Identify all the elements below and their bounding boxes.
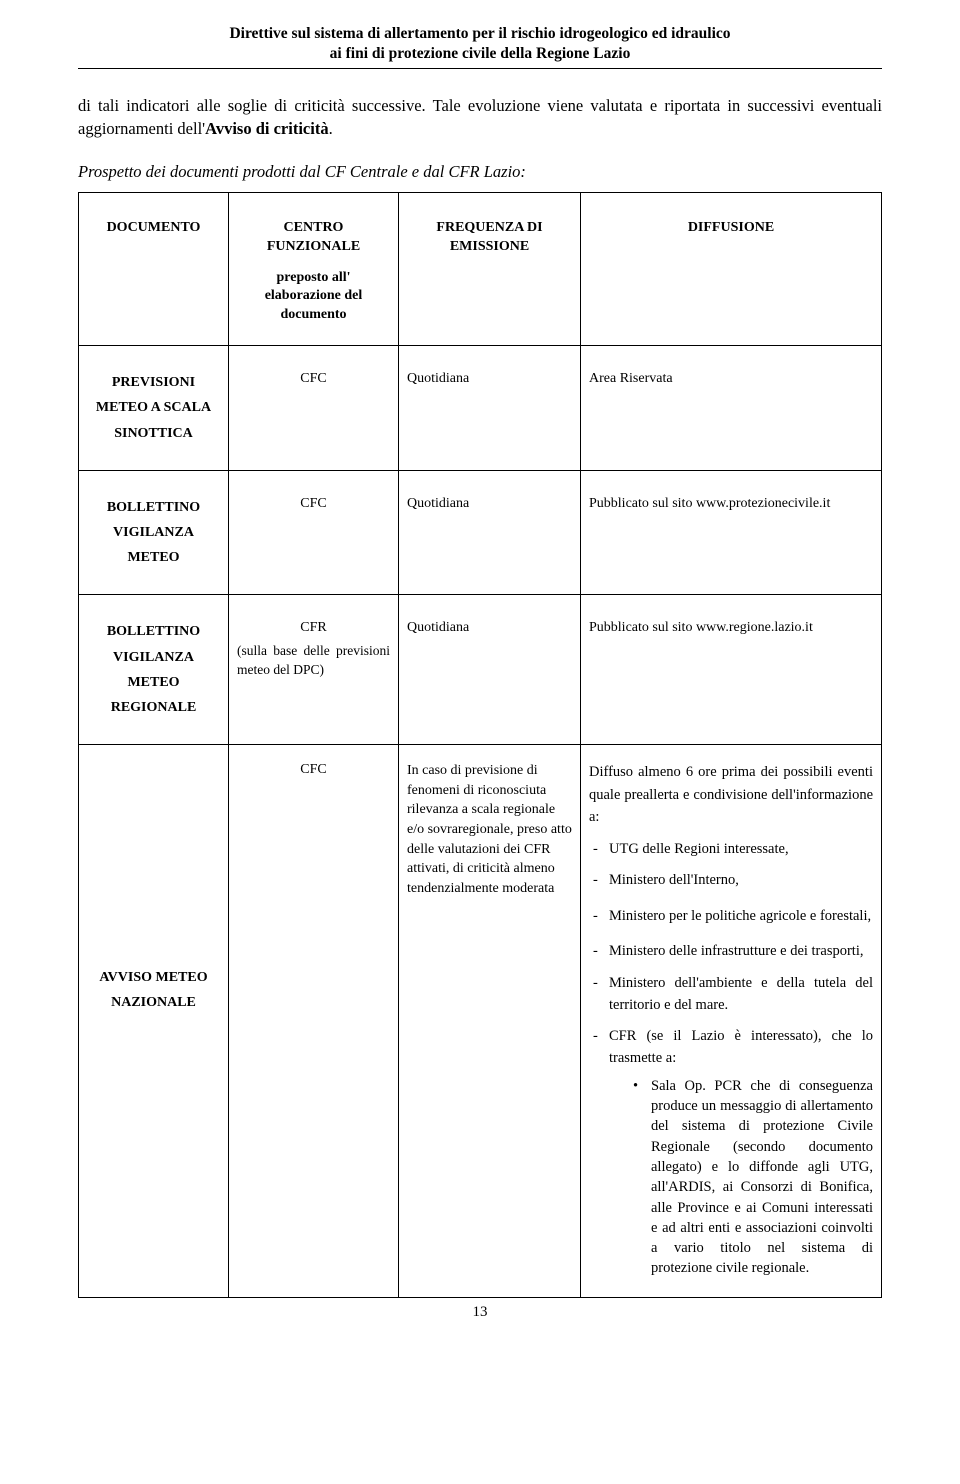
diff-cell: Area Riservata	[581, 346, 882, 471]
col-diffusione: DIFFUSIONE	[581, 192, 882, 345]
col-preposto: preposto all' elaborazione del documento	[229, 261, 399, 346]
list-item: UTG delle Regioni interessate,	[589, 839, 873, 861]
list-item: CFR (se il Lazio è interessato), che lo …	[589, 1026, 873, 1278]
header-divider	[78, 68, 882, 69]
freq-cell: Quotidiana	[399, 470, 581, 595]
freq-cell: In caso di previsione di fenomeni di ric…	[399, 745, 581, 1298]
freq-cell: Quotidiana	[399, 346, 581, 471]
list-item: Ministero dell'Interno,	[589, 870, 873, 892]
doc-previsioni: PREVISIONI METEO A SCALA SINOTTICA	[79, 346, 229, 471]
table-row: BOLLETTINO VIGILANZA METEO REGIONALE CFR…	[79, 595, 882, 745]
cf-cell: CFR (sulla base delle previsioni meteo d…	[229, 595, 399, 745]
table-subtitle: Prospetto dei documenti prodotti dal CF …	[78, 162, 882, 182]
bullet-item: Sala Op. PCR che di conseguenza produce …	[633, 1076, 873, 1279]
diff-intro: Diffuso almeno 6 ore prima dei possibili…	[589, 761, 873, 828]
table-header-row-1: DOCUMENTO CENTRO FUNZIONALE FREQUENZA DI…	[79, 192, 882, 260]
page: Direttive sul sistema di allertamento pe…	[0, 0, 960, 1341]
diff-cell: Diffuso almeno 6 ore prima dei possibili…	[581, 745, 882, 1298]
col-documento: DOCUMENTO	[79, 192, 229, 345]
doc-avviso-nazionale: AVVISO METEO NAZIONALE	[79, 745, 229, 1298]
intro-text-b: .	[329, 119, 333, 138]
table-row: PREVISIONI METEO A SCALA SINOTTICA CFC Q…	[79, 346, 882, 471]
col-centro-funzionale: CENTRO FUNZIONALE	[229, 192, 399, 260]
doc-bollettino-regionale: BOLLETTINO VIGILANZA METEO REGIONALE	[79, 595, 229, 745]
cf-cell: CFC	[229, 346, 399, 471]
cf-cell: CFC	[229, 470, 399, 595]
list-item: Ministero dell'ambiente e della tutela d…	[589, 973, 873, 1017]
documents-table: DOCUMENTO CENTRO FUNZIONALE FREQUENZA DI…	[78, 192, 882, 1298]
diff-dash-list: UTG delle Regioni interessate, Ministero…	[589, 839, 873, 1279]
diff-cell: Pubblicato sul sito www.regione.lazio.it	[581, 595, 882, 745]
header-line-1: Direttive sul sistema di allertamento pe…	[78, 24, 882, 44]
diff-cell: Pubblicato sul sito www.protezionecivile…	[581, 470, 882, 595]
cf-label: CFR	[300, 620, 326, 635]
freq-cell: Quotidiana	[399, 595, 581, 745]
list-item: Ministero per le politiche agricole e fo…	[589, 902, 873, 931]
diff-bullet-list: Sala Op. PCR che di conseguenza produce …	[633, 1076, 873, 1279]
table-row: AVVISO METEO NAZIONALE CFC In caso di pr…	[79, 745, 882, 1298]
doc-bollettino-meteo: BOLLETTINO VIGILANZA METEO	[79, 470, 229, 595]
intro-paragraph: di tali indicatori alle soglie di critic…	[78, 95, 882, 140]
col-frequenza: FREQUENZA DI EMISSIONE	[399, 192, 581, 345]
intro-bold: Avviso di criticità	[205, 119, 328, 138]
list-item-text: CFR (se il Lazio è interessato), che lo …	[609, 1028, 873, 1066]
cf-cell: CFC	[229, 745, 399, 1298]
header-line-2: ai fini di protezione civile della Regio…	[78, 44, 882, 64]
cf-detail: (sulla base delle previsioni meteo del D…	[237, 642, 390, 680]
list-item: Ministero delle infrastrutture e dei tra…	[589, 941, 873, 963]
page-number: 13	[78, 1304, 882, 1321]
page-header: Direttive sul sistema di allertamento pe…	[78, 24, 882, 64]
intro-text-a: di tali indicatori alle soglie di critic…	[78, 96, 882, 137]
table-row: BOLLETTINO VIGILANZA METEO CFC Quotidian…	[79, 470, 882, 595]
